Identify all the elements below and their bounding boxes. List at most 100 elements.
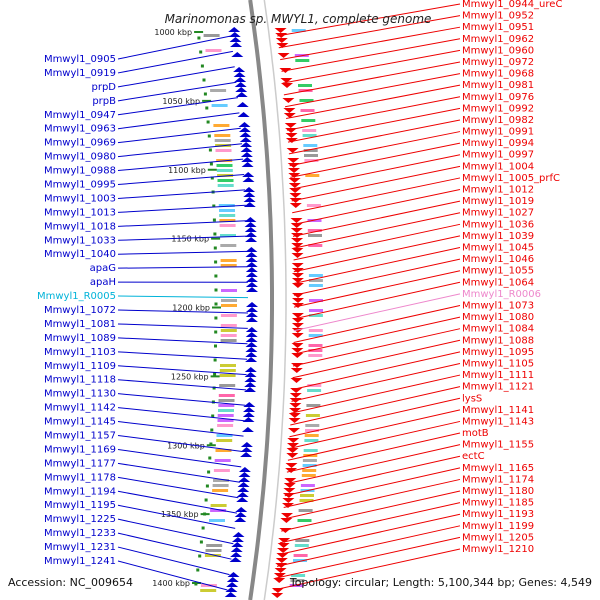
feature-bar — [297, 519, 312, 522]
gene-label-mmwyl1-0969: Mmwyl1_0969 — [44, 138, 116, 149]
kbp-tick-label: 1300 kbp — [167, 441, 205, 450]
reverse-gene-mark — [290, 218, 303, 223]
feature-bar — [203, 34, 220, 37]
minor-tick — [208, 148, 212, 152]
feature-bar — [221, 299, 237, 302]
feature-bar — [308, 329, 323, 332]
feature-bar — [214, 459, 231, 462]
forward-gene-mark — [240, 452, 253, 457]
reverse-gene-mark — [275, 38, 288, 43]
feature-bar — [217, 424, 234, 427]
feature-bar — [218, 399, 235, 402]
kbp-tick-label: 1050 kbp — [162, 97, 200, 106]
feature-bar — [303, 149, 318, 152]
leader-line — [117, 448, 242, 468]
gene-label-mmwyl1-1205: Mmwyl1_1205 — [462, 532, 534, 543]
feature-bar — [304, 439, 319, 442]
gene-label-mmwyl1-0947: Mmwyl1_0947 — [44, 110, 116, 121]
forward-gene-mark — [240, 147, 253, 152]
leader-line — [282, 478, 461, 520]
minor-tick — [213, 372, 217, 376]
forward-gene-mark — [244, 377, 257, 382]
minor-tick — [203, 512, 207, 516]
minor-tick — [214, 330, 218, 334]
forward-gene-mark — [240, 442, 253, 447]
reverse-gene-mark — [288, 173, 301, 178]
forward-gene-mark — [241, 157, 254, 162]
forward-gene-mark — [245, 272, 258, 277]
feature-bar — [307, 384, 322, 387]
reverse-gene-mark — [291, 318, 304, 323]
leader-line — [117, 435, 243, 452]
forward-gene-mark — [235, 87, 248, 92]
reverse-gene-mark — [282, 503, 294, 508]
accession-text: Accession: NC_009654 — [8, 576, 133, 589]
feature-bar — [213, 124, 230, 127]
leader-line — [289, 131, 461, 167]
gene-label-mmwyl1-1003: Mmwyl1_1003 — [44, 193, 116, 204]
minor-tick — [212, 386, 216, 390]
gene-label-mmwyl1-1013: Mmwyl1_1013 — [44, 207, 116, 218]
leader-line — [292, 328, 461, 367]
minor-tick — [209, 162, 213, 166]
reverse-gene-mark — [287, 438, 300, 443]
leader-line — [117, 174, 245, 185]
reverse-gene-mark — [291, 248, 304, 253]
forward-gene-mark — [244, 222, 257, 227]
gene-label-mmwyl1-0952: Mmwyl1_0952 — [462, 11, 534, 22]
leader-line — [293, 223, 461, 261]
gene-label-mmwyl1-0988: Mmwyl1_0988 — [44, 166, 116, 177]
gene-label-mmwyl1-1142: Mmwyl1_1142 — [44, 403, 116, 414]
gene-label-mmwyl1-0919: Mmwyl1_0919 — [44, 68, 116, 79]
leader-line — [117, 266, 248, 269]
forward-gene-mark — [244, 227, 257, 232]
minor-tick — [211, 414, 215, 418]
forward-gene-mark — [228, 27, 241, 32]
reverse-gene-mark — [287, 443, 299, 448]
forward-gene-mark — [240, 142, 253, 147]
leader-line — [287, 420, 461, 461]
feature-bar — [220, 314, 237, 317]
forward-gene-mark — [245, 282, 258, 287]
feature-bar — [303, 144, 318, 147]
feature-bar — [220, 339, 237, 342]
feature-bar — [308, 334, 323, 337]
forward-gene-mark — [245, 317, 258, 322]
feature-bar — [300, 494, 314, 497]
leader-line — [117, 365, 247, 376]
gene-label-mmwyl1-0994: Mmwyl1_0994 — [462, 138, 534, 149]
gene-label-mmwyl1-1004: Mmwyl1_1004 — [462, 161, 534, 172]
minor-tick — [212, 218, 216, 222]
leader-line — [117, 379, 247, 391]
feature-bar — [205, 549, 222, 552]
reverse-gene-mark — [277, 543, 290, 548]
gene-label-mmwyl1-0980: Mmwyl1_0980 — [44, 152, 116, 163]
feature-bar — [293, 559, 307, 562]
feature-bar — [301, 474, 316, 477]
forward-gene-mark — [240, 447, 253, 452]
minor-tick — [212, 204, 216, 208]
leader-line — [288, 409, 461, 450]
gene-label-motb: motB — [462, 428, 489, 439]
gene-label-mmwyl1-1033: Mmwyl1_1033 — [44, 235, 116, 246]
feature-bar — [305, 414, 320, 417]
reverse-gene-mark — [291, 348, 304, 353]
feature-bar — [210, 504, 227, 507]
feature-bar — [306, 404, 321, 407]
feature-bar — [216, 164, 233, 167]
feature-bar — [205, 49, 222, 52]
kbp-tick-label: 1350 kbp — [161, 510, 199, 519]
reverse-gene-mark — [285, 463, 298, 468]
reverse-gene-mark — [289, 203, 302, 208]
gene-label-mmwyl1-1036: Mmwyl1_1036 — [462, 219, 534, 230]
feature-bar — [308, 284, 323, 287]
forward-gene-mark — [238, 477, 251, 482]
leader-line — [117, 323, 248, 329]
gene-label-mmwyl1-1088: Mmwyl1_1088 — [462, 335, 534, 346]
feature-bar — [300, 484, 315, 487]
leader-line — [117, 50, 233, 74]
reverse-gene-mark — [291, 278, 304, 283]
gene-label-apag: apaG — [90, 263, 116, 274]
feature-bar — [221, 304, 237, 307]
feature-bar — [295, 59, 310, 62]
